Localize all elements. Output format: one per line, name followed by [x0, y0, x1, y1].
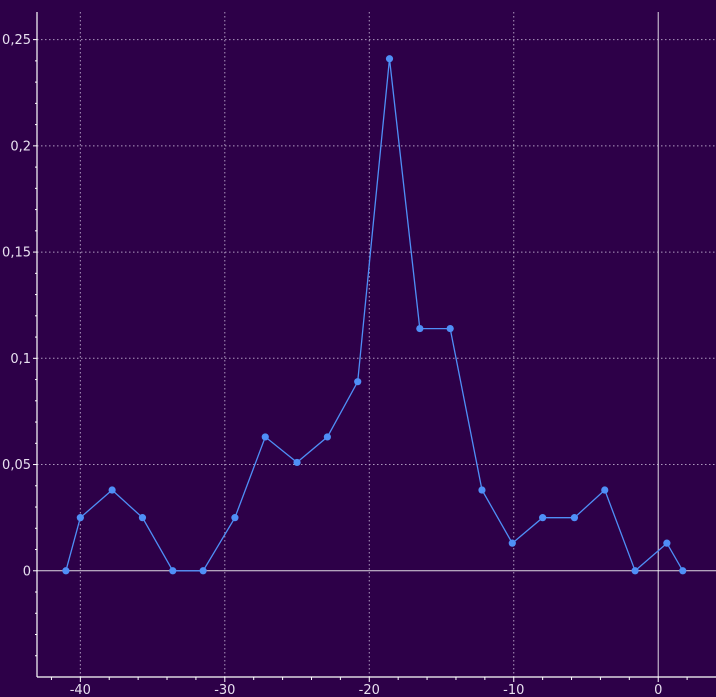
- x-tick-label: 0: [654, 683, 662, 697]
- data-point: [199, 567, 207, 575]
- tick-labels: 0 0,05 0,1 0,15 0,2 0,25 -40 -30 -20 -10 0: [2, 33, 662, 697]
- tick-marks: [33, 39, 688, 682]
- data-point: [601, 486, 609, 494]
- data-point: [508, 539, 516, 547]
- y-tick-label: 0,15: [2, 246, 31, 261]
- data-point: [385, 55, 394, 63]
- data-point: [138, 514, 147, 522]
- data-point: [108, 486, 116, 494]
- x-tick-label: -30: [214, 683, 235, 697]
- series-line: [65, 58, 684, 572]
- data-point: [354, 378, 362, 386]
- data-point: [323, 433, 331, 441]
- data-point: [631, 567, 639, 575]
- data-point: [169, 567, 177, 575]
- y-tick-label: 0,2: [10, 139, 31, 154]
- data-point: [570, 514, 579, 522]
- grid: [37, 12, 716, 677]
- data-point: [261, 433, 269, 441]
- data-point: [62, 567, 70, 575]
- data-point: [478, 486, 486, 494]
- x-tick-label: -20: [359, 683, 380, 697]
- axes: [36, 12, 716, 678]
- y-tick-label: 0,25: [2, 33, 31, 48]
- y-tick-label: 0,1: [10, 352, 31, 367]
- x-tick-label: -10: [503, 683, 524, 697]
- data-point: [76, 514, 84, 522]
- series: [62, 55, 687, 575]
- data-point: [231, 514, 239, 522]
- y-tick-label: 0,05: [2, 458, 31, 473]
- data-point: [416, 324, 424, 333]
- x-tick-label: -40: [70, 683, 91, 697]
- data-point: [539, 514, 547, 522]
- data-point: [446, 324, 454, 333]
- data-point: [679, 567, 687, 575]
- data-point: [663, 539, 671, 547]
- y-tick-label: 0: [23, 564, 31, 579]
- data-point: [293, 458, 301, 467]
